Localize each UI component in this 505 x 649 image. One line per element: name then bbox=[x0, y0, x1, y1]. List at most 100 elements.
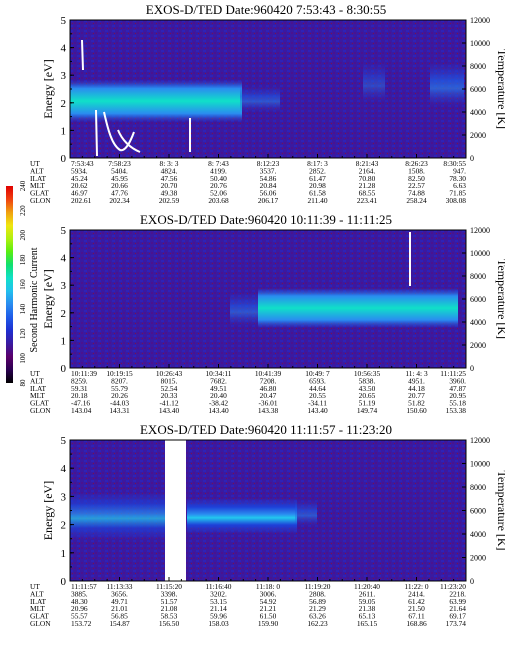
orbit-cell: 68.55 bbox=[359, 189, 376, 198]
orbit-cell: 59.05 bbox=[359, 597, 376, 606]
orbit-cell: 47.76 bbox=[111, 189, 128, 198]
orbit-cell: 2218. bbox=[449, 589, 466, 598]
orbit-cell: 53.15 bbox=[210, 597, 227, 606]
orbit-cell: 153.72 bbox=[71, 619, 92, 628]
panel-1-spike-trace bbox=[81, 39, 191, 157]
orbit-cell: 22.57 bbox=[408, 181, 425, 190]
y-tick-label: 3 bbox=[61, 70, 67, 82]
orbit-row-label: MLT bbox=[30, 181, 45, 190]
panel-1-patch bbox=[363, 62, 385, 102]
panel-2-axes: 0 1 2 3 4 5 0 2000 4000 6000 8000 10000 12000 Energy … bbox=[41, 225, 505, 375]
orbit-row-label: GLON bbox=[30, 406, 51, 415]
y-axis-label: Energy [eV] bbox=[41, 59, 55, 118]
orbit-cell: 47.56 bbox=[161, 174, 178, 183]
orbit-cell: 61.50 bbox=[260, 612, 277, 621]
panel-3-title: EXOS-D/TED Date:960420 11:11:57 - 11:23:… bbox=[140, 422, 392, 437]
orbit-cell: 162.23 bbox=[307, 619, 328, 628]
orbit-cell: 11:13:33 bbox=[106, 582, 132, 591]
orbit-cell: 49.51 bbox=[210, 384, 227, 393]
orbit-row-label: UT bbox=[30, 582, 40, 591]
orbit-row-label: GLAT bbox=[30, 189, 49, 198]
panel-1: EXOS-D/TED Date:960420 7:53:43 - 8:30:55… bbox=[30, 2, 505, 205]
colorbar-label: Second Harmonic Current bbox=[29, 247, 40, 352]
y-tick-label: 5 bbox=[61, 15, 67, 27]
panel-3-heatmap bbox=[70, 440, 317, 581]
y-tick-label: 4 bbox=[61, 253, 67, 265]
orbit-cell: 54.92 bbox=[260, 597, 277, 606]
orbit-cell: 20.70 bbox=[161, 181, 178, 190]
orbit-row-label: ALT bbox=[30, 166, 44, 175]
orbit-cell: 21.64 bbox=[449, 604, 466, 613]
y2-tick-label: 0 bbox=[470, 154, 474, 163]
orbit-cell: 55.79 bbox=[111, 384, 128, 393]
orbit-cell: 45.95 bbox=[111, 174, 128, 183]
y2-tick-label: 6000 bbox=[470, 85, 486, 94]
orbit-cell: 8:30:55 bbox=[443, 159, 466, 168]
orbit-row-label: GLON bbox=[30, 619, 51, 628]
orbit-cell: 20.66 bbox=[111, 181, 128, 190]
orbit-cell: 20.62 bbox=[71, 181, 88, 190]
panel-3-ion-band bbox=[295, 500, 317, 526]
orbit-cell: 55.57 bbox=[71, 612, 88, 621]
panel-2-heatmap bbox=[230, 232, 458, 328]
panel-3-ion-band bbox=[70, 492, 165, 540]
orbit-cell: 165.15 bbox=[357, 619, 378, 628]
panel-2-orbit-table: UTALTILATMLTGLATGLON10:11:398259.59.3120… bbox=[30, 369, 466, 415]
orbit-cell: 10:49: 7 bbox=[305, 369, 330, 378]
colorbar: 240 220 200 180 160 140 120 100 80 Second Harmon… bbox=[6, 180, 40, 387]
orbit-cell: 11:11:57 bbox=[71, 582, 97, 591]
orbit-cell: 20.77 bbox=[408, 391, 425, 400]
orbit-cell: 61.58 bbox=[309, 189, 326, 198]
orbit-cell: 49.38 bbox=[161, 189, 178, 198]
orbit-row-label: MLT bbox=[30, 391, 45, 400]
orbit-cell: 3202. bbox=[210, 589, 227, 598]
orbit-cell: 21.50 bbox=[408, 604, 425, 613]
orbit-cell: 8:17: 3 bbox=[307, 159, 328, 168]
y-axis-label: Energy [eV] bbox=[41, 481, 55, 540]
orbit-cell: 203.68 bbox=[208, 196, 229, 205]
orbit-cell: 202.59 bbox=[159, 196, 180, 205]
orbit-cell: 20.40 bbox=[210, 391, 227, 400]
y2-tick-label: 6000 bbox=[470, 295, 486, 304]
orbit-cell: 44.64 bbox=[309, 384, 326, 393]
orbit-cell: 3960. bbox=[449, 376, 466, 385]
orbit-cell: 2164. bbox=[359, 166, 376, 175]
orbit-cell: 63.26 bbox=[309, 612, 326, 621]
orbit-cell: 59.31 bbox=[71, 384, 88, 393]
y2-tick-label: 4000 bbox=[470, 108, 486, 117]
orbit-cell: 20.47 bbox=[260, 391, 277, 400]
orbit-cell: 143.40 bbox=[159, 406, 180, 415]
orbit-cell: 143.04 bbox=[71, 406, 92, 415]
orbit-cell: 3006. bbox=[260, 589, 277, 598]
orbit-cell: 154.87 bbox=[109, 619, 130, 628]
orbit-cell: 58.53 bbox=[161, 612, 178, 621]
panel-3: EXOS-D/TED Date:960420 11:11:57 - 11:23:… bbox=[30, 422, 505, 628]
orbit-cell: 7682. bbox=[210, 376, 227, 385]
orbit-cell: 3537. bbox=[260, 166, 277, 175]
orbit-cell: 258.24 bbox=[406, 196, 427, 205]
orbit-cell: 5838. bbox=[359, 376, 376, 385]
y2-tick-label: 0 bbox=[470, 364, 474, 373]
orbit-cell: 51.57 bbox=[161, 597, 178, 606]
orbit-cell: 8: 3: 3 bbox=[160, 159, 179, 168]
orbit-cell: 20.26 bbox=[111, 391, 128, 400]
orbit-row-label: GLAT bbox=[30, 612, 49, 621]
orbit-cell: 65.13 bbox=[359, 612, 376, 621]
orbit-cell: 20.76 bbox=[210, 181, 227, 190]
orbit-cell: 143.31 bbox=[109, 406, 130, 415]
orbit-cell: 21.14 bbox=[210, 604, 227, 613]
orbit-cell: 223.41 bbox=[357, 196, 378, 205]
orbit-cell: 21.29 bbox=[309, 604, 326, 613]
orbit-cell: 61.47 bbox=[309, 174, 326, 183]
orbit-cell: 56.06 bbox=[260, 189, 277, 198]
orbit-cell: 7:58:23 bbox=[108, 159, 131, 168]
orbit-cell: 10:56:35 bbox=[354, 369, 381, 378]
orbit-cell: 11:22: 0 bbox=[404, 582, 428, 591]
orbit-row-label: ILAT bbox=[30, 174, 46, 183]
orbit-cell: 67.11 bbox=[408, 612, 425, 621]
orbit-cell: 5404. bbox=[111, 166, 128, 175]
orbit-row-label: UT bbox=[30, 369, 40, 378]
y-tick-label: 5 bbox=[61, 435, 67, 447]
orbit-row-label: ALT bbox=[30, 589, 44, 598]
orbit-cell: -38.42 bbox=[209, 399, 228, 408]
